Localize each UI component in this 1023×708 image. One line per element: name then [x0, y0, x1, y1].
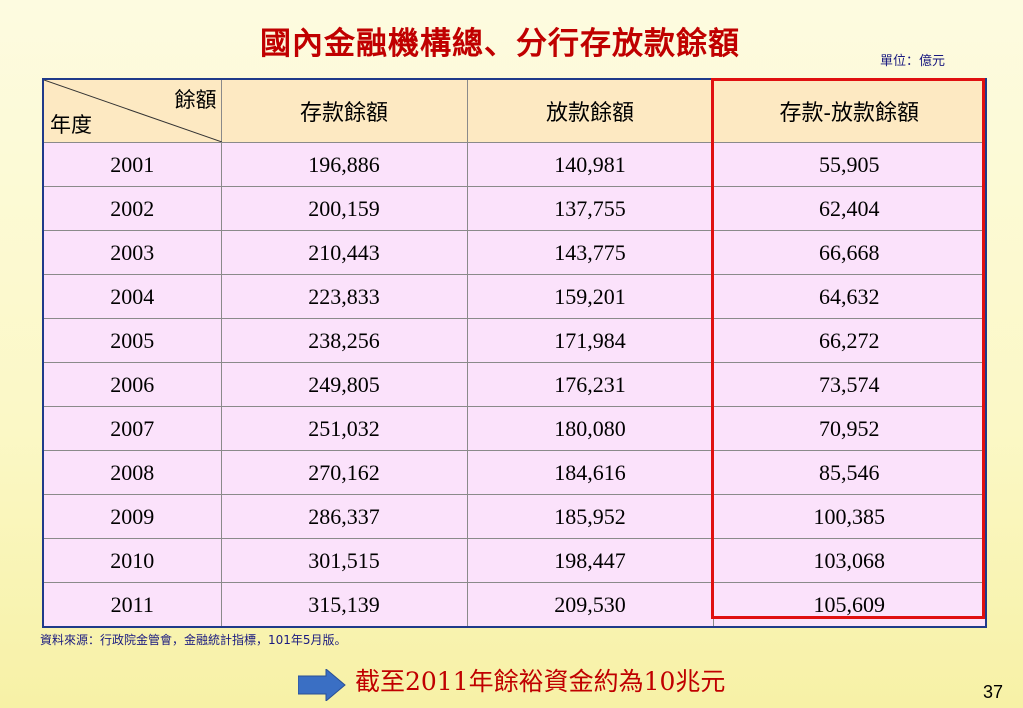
cell-loans: 143,775 [466, 230, 714, 275]
cell-deposits: 315,139 [220, 582, 468, 628]
cell-year: 2004 [42, 274, 222, 319]
table-row: 2008 270,162 184,616 85,546 [42, 450, 987, 495]
cell-deposits: 270,162 [220, 450, 468, 495]
cell-deposits: 223,833 [220, 274, 468, 319]
cell-year: 2011 [42, 582, 222, 628]
table-row: 2011 315,139 209,530 105,609 [42, 582, 987, 628]
table-row: 2010 301,515 198,447 103,068 [42, 538, 987, 583]
corner-label-year: 年度 [50, 113, 92, 137]
cell-deposits: 196,886 [220, 142, 468, 187]
cell-deposits: 251,032 [220, 406, 468, 451]
table-row: 2006 249,805 176,231 73,574 [42, 362, 987, 407]
conclusion-text: 截至2011年餘裕資金約為10兆元 [355, 667, 726, 696]
cell-year: 2001 [42, 142, 222, 187]
table-row: 2005 238,256 171,984 66,272 [42, 318, 987, 363]
cell-deposits: 210,443 [220, 230, 468, 275]
cell-loans: 209,530 [466, 582, 714, 628]
cell-loans: 185,952 [466, 494, 714, 539]
cell-difference: 66,668 [712, 230, 987, 275]
table-row: 2007 251,032 180,080 70,952 [42, 406, 987, 451]
cell-difference: 64,632 [712, 274, 987, 319]
cell-year: 2008 [42, 450, 222, 495]
table-row: 2003 210,443 143,775 66,668 [42, 230, 987, 275]
cell-difference: 103,068 [712, 538, 987, 583]
cell-year: 2002 [42, 186, 222, 231]
cell-deposits: 286,337 [220, 494, 468, 539]
cell-difference: 73,574 [712, 362, 987, 407]
cell-year: 2010 [42, 538, 222, 583]
cell-year: 2003 [42, 230, 222, 275]
cell-loans: 159,201 [466, 274, 714, 319]
cell-loans: 176,231 [466, 362, 714, 407]
cell-year: 2007 [42, 406, 222, 451]
header-deposits: 存款餘額 [220, 78, 468, 143]
cell-difference: 55,905 [712, 142, 987, 187]
cell-difference: 105,609 [712, 582, 987, 628]
diagonal-divider [44, 80, 222, 142]
cell-difference: 66,272 [712, 318, 987, 363]
unit-label: 單位：億元 [880, 54, 946, 69]
table-row: 2001 196,886 140,981 55,905 [42, 142, 987, 187]
page-number: 37 [983, 682, 1004, 702]
cell-loans: 140,981 [466, 142, 714, 187]
table-row: 2004 223,833 159,201 64,632 [42, 274, 987, 319]
cell-deposits: 249,805 [220, 362, 468, 407]
cell-difference: 85,546 [712, 450, 987, 495]
cell-difference: 62,404 [712, 186, 987, 231]
corner-header-cell: 餘額 年度 [42, 78, 222, 143]
cell-loans: 184,616 [466, 450, 714, 495]
table-row: 2009 286,337 185,952 100,385 [42, 494, 987, 539]
header-loans: 放款餘額 [466, 78, 714, 143]
cell-loans: 180,080 [466, 406, 714, 451]
header-difference: 存款-放款餘額 [712, 78, 987, 143]
cell-year: 2009 [42, 494, 222, 539]
cell-deposits: 301,515 [220, 538, 468, 583]
cell-loans: 137,755 [466, 186, 714, 231]
cell-loans: 198,447 [466, 538, 714, 583]
cell-difference: 100,385 [712, 494, 987, 539]
table-header-row: 餘額 年度 存款餘額 放款餘額 存款-放款餘額 [42, 78, 987, 143]
cell-deposits: 238,256 [220, 318, 468, 363]
balance-table: 餘額 年度 存款餘額 放款餘額 存款-放款餘額 2001 196,886 140,9… [42, 78, 987, 628]
cell-deposits: 200,159 [220, 186, 468, 231]
page-title: 國內金融機構總、分行存放款餘額 [260, 26, 740, 62]
table-row: 2002 200,159 137,755 62,404 [42, 186, 987, 231]
corner-label-balance: 餘額 [174, 88, 217, 112]
right-arrow-icon [298, 669, 346, 701]
source-note: 資料來源：行政院金管會，金融統計指標，101年5月版。 [40, 633, 347, 647]
cell-difference: 70,952 [712, 406, 987, 451]
cell-year: 2005 [42, 318, 222, 363]
cell-loans: 171,984 [466, 318, 714, 363]
cell-year: 2006 [42, 362, 222, 407]
